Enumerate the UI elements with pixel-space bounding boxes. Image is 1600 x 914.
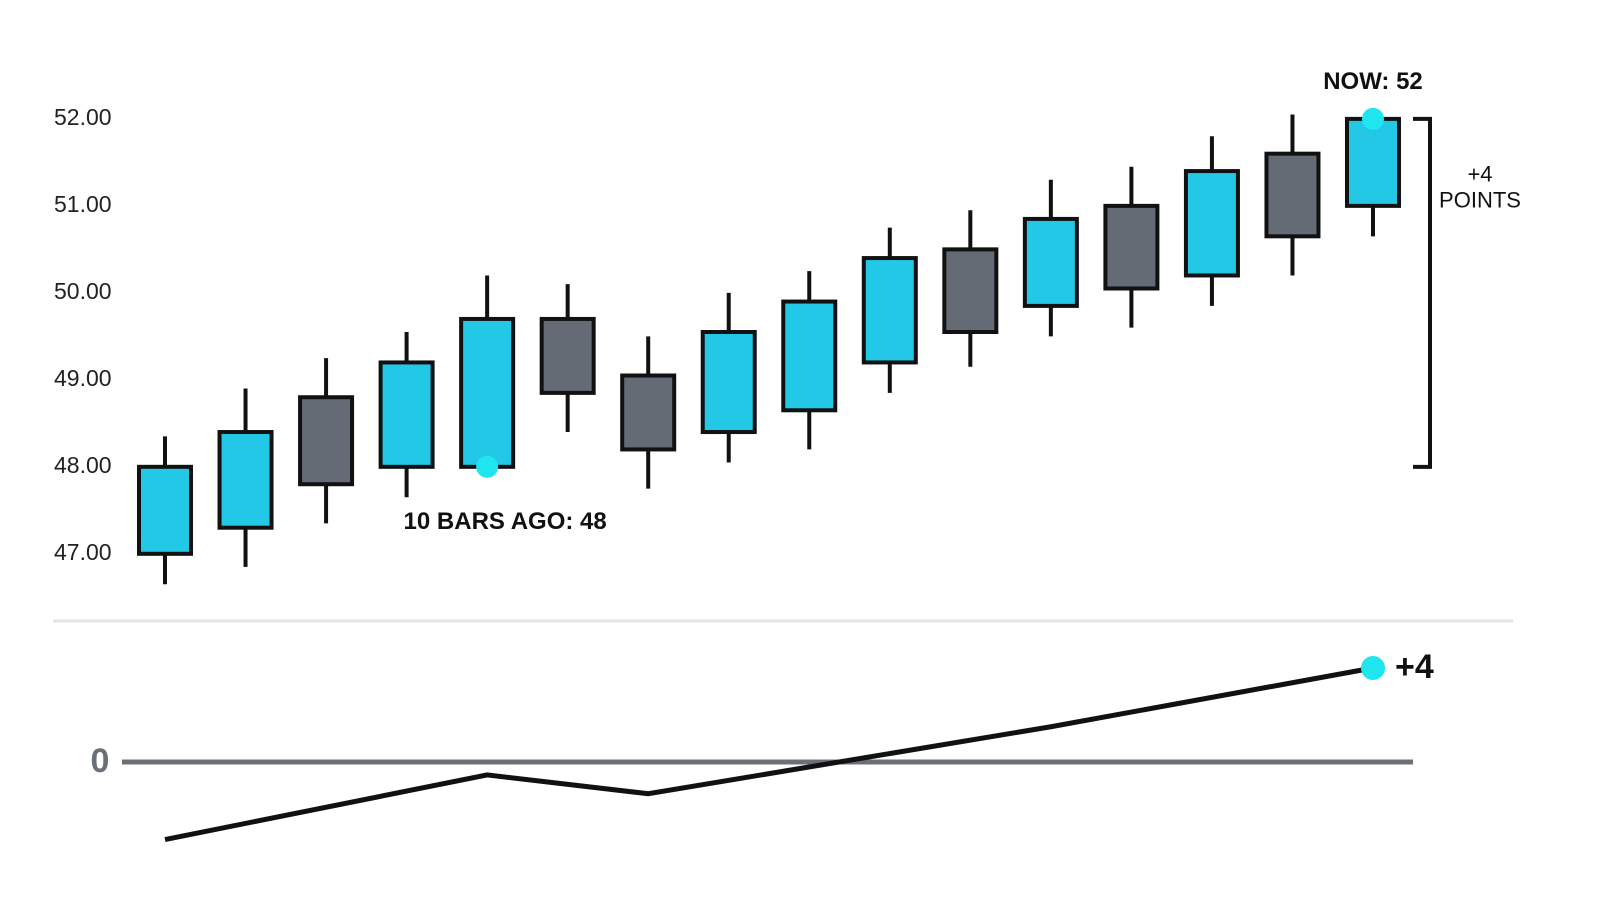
annotation-marker (1362, 107, 1384, 130)
candle-body (539, 316, 596, 395)
candle-body (298, 395, 355, 487)
candle-body (1345, 116, 1401, 208)
y-tick-label: 0 (91, 742, 110, 780)
bracket-label: +4 (1467, 162, 1492, 187)
annotation-marker (476, 455, 499, 478)
candle-body (137, 464, 193, 556)
candle-body (620, 373, 677, 452)
y-tick-label: 52.00 (54, 104, 112, 130)
momentum-line (164, 665, 1374, 843)
annotation-label: NOW: 52 (1323, 68, 1423, 95)
candle-body (1022, 216, 1079, 308)
range-bracket (1413, 116, 1432, 469)
candle-body (378, 360, 435, 469)
y-tick-label: 49.00 (54, 365, 112, 391)
candle-body (1264, 151, 1321, 239)
end-label: +4 (1395, 648, 1434, 686)
candle-body (1103, 203, 1160, 291)
candle-body (942, 247, 999, 334)
y-tick-label: 48.00 (54, 452, 112, 478)
candle-body (781, 299, 838, 413)
y-tick-label: 51.00 (54, 191, 112, 217)
candle-body (700, 330, 757, 435)
y-tick-label: 47.00 (54, 539, 112, 565)
candle-body (861, 256, 918, 365)
y-tick-label: 50.00 (54, 278, 112, 304)
candle-body (459, 316, 516, 469)
annotation-label: 10 BARS AGO: 48 (404, 508, 607, 535)
candle-body (1183, 169, 1240, 278)
candle-body (217, 430, 274, 530)
end-marker (1361, 656, 1385, 680)
bracket-label: POINTS (1439, 188, 1521, 213)
